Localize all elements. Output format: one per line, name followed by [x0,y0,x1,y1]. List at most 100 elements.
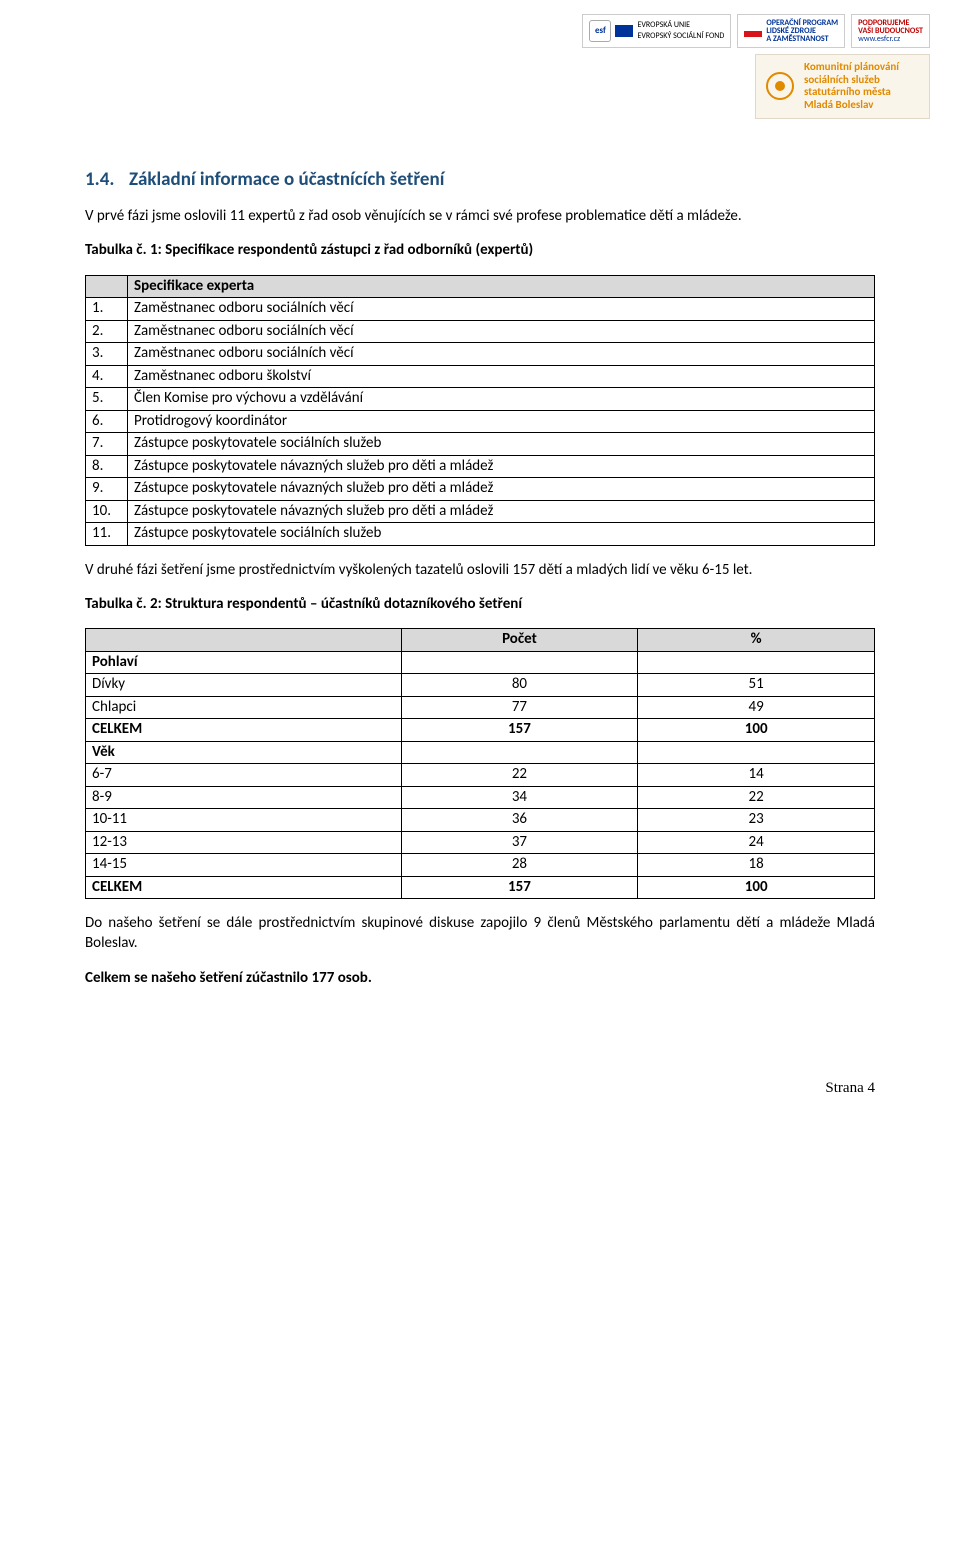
table2-header-count: Počet [401,629,638,652]
table1-cell-text: Zaměstnanec odboru školství [128,365,875,388]
header-banner: Komunitní plánování sociálních služeb st… [0,52,960,127]
table-row: 5.Člen Komise pro výchovu a vzdělávání [86,388,875,411]
table2-cell-count: 157 [401,719,638,742]
logo-op: OPERAČNÍ PROGRAM LIDSKÉ ZDROJE A ZAMĚSTN… [737,14,845,48]
cz-flag-icon [744,25,762,37]
table2-cell-label: Dívky [86,674,402,697]
logo-esf-eu: esf EVROPSKÁ UNIE EVROPSKÝ SOCIÁLNÍ FOND [582,14,731,48]
table-row: Chlapci7749 [86,696,875,719]
table1-cell-num: 5. [86,388,128,411]
table1-cell-num: 10. [86,500,128,523]
table1-cell-text: Zástupce poskytovatele návazných služeb … [128,500,875,523]
eu-line1: EVROPSKÁ UNIE [637,20,690,30]
table-row: 6-72214 [86,764,875,787]
banner-line1: Komunitní plánování [804,60,899,73]
table1-cell-text: Zástupce poskytovatele návazných služeb … [128,478,875,501]
table1-cell-text: Zaměstnanec odboru sociálních věcí [128,298,875,321]
page-content: 1.4.Základní informace o účastnících šet… [0,127,960,1139]
table-row: 8.Zástupce poskytovatele návazných služe… [86,455,875,478]
table2-cell-count: 80 [401,674,638,697]
table-row: 1.Zaměstnanec odboru sociálních věcí [86,298,875,321]
table2-cell-label: 10-11 [86,809,402,832]
table-row: 10-113623 [86,809,875,832]
table1-cell-text: Zástupce poskytovatele návazných služeb … [128,455,875,478]
table1-cell-num: 7. [86,433,128,456]
table1-cell-text: Zaměstnanec odboru sociálních věcí [128,343,875,366]
table-row: CELKEM157100 [86,719,875,742]
section-title: Základní informace o účastnících šetření [129,168,444,191]
table1-cell-num: 3. [86,343,128,366]
table2-cell-count: 34 [401,786,638,809]
paragraph-4: Celkem se našeho šetření zúčastnilo 177 … [85,968,875,988]
table2-cell-pct [638,741,875,764]
table-row: 4.Zaměstnanec odboru školství [86,365,875,388]
intro-paragraph-2: V druhé fázi šetření jsme prostřednictví… [85,560,875,580]
table2: Počet % PohlavíDívky8051Chlapci7749CELKE… [85,628,875,899]
table-row: 2.Zaměstnanec odboru sociálních věcí [86,320,875,343]
table2-cell-pct: 49 [638,696,875,719]
table2-caption: Tabulka č. 2: Struktura respondentů – úč… [85,594,875,614]
table2-cell-label: 6-7 [86,764,402,787]
header-logos: esf EVROPSKÁ UNIE EVROPSKÝ SOCIÁLNÍ FOND… [0,0,960,52]
table2-cell-count: 77 [401,696,638,719]
table-row: 14-152818 [86,854,875,877]
table2-header-pct: % [638,629,875,652]
table1-cell-num: 4. [86,365,128,388]
table-row: 9.Zástupce poskytovatele návazných služe… [86,478,875,501]
eu-flag-icon [615,25,633,37]
section-number: 1.4. [85,167,129,193]
table2-cell-label: 8-9 [86,786,402,809]
table2-cell-count: 37 [401,831,638,854]
table2-cell-label: Chlapci [86,696,402,719]
eu-line2: EVROPSKÝ SOCIÁLNÍ FOND [637,31,724,41]
table2-cell-label: 14-15 [86,854,402,877]
table2-cell-count: 36 [401,809,638,832]
logo-support: PODPORUJEME VAŠI BUDOUCNOST www.esfcr.cz [851,14,930,48]
banner-circle-icon [766,72,794,100]
table2-cell-count: 157 [401,876,638,899]
table2-cell-pct: 100 [638,719,875,742]
table-row: Věk [86,741,875,764]
table-row: 12-133724 [86,831,875,854]
banner-text: Komunitní plánování sociálních služeb st… [804,61,899,112]
table-row: 11.Zástupce poskytovatele sociálních slu… [86,523,875,546]
table1-caption: Tabulka č. 1: Specifikace respondentů zá… [85,240,875,260]
table2-header-empty [86,629,402,652]
table-row: 6.Protidrogový koordinátor [86,410,875,433]
table1-cell-text: Zástupce poskytovatele sociálních služeb [128,433,875,456]
table1-cell-num: 9. [86,478,128,501]
table1: Specifikace experta 1.Zaměstnanec odboru… [85,275,875,546]
table1-cell-num: 11. [86,523,128,546]
banner-line3: statutárního města [804,85,891,98]
table2-cell-label: Věk [86,741,402,764]
table2-cell-pct: 22 [638,786,875,809]
intro-paragraph-1: V prvé fázi jsme oslovili 11 expertů z ř… [85,206,875,226]
table1-header-empty [86,275,128,298]
table1-cell-text: Zástupce poskytovatele sociálních služeb [128,523,875,546]
table2-cell-pct [638,651,875,674]
page-footer: Strana 4 [85,1078,875,1098]
table2-cell-pct: 100 [638,876,875,899]
table-row: CELKEM157100 [86,876,875,899]
esf-icon: esf [589,20,611,42]
op-line3: A ZAMĚSTNANOST [766,34,828,44]
table1-header-row: Specifikace experta [86,275,875,298]
support-text: PODPORUJEME VAŠI BUDOUCNOST www.esfcr.cz [858,19,923,43]
table2-cell-pct: 14 [638,764,875,787]
table-row: Pohlaví [86,651,875,674]
support-url: www.esfcr.cz [858,34,900,44]
table2-cell-count: 28 [401,854,638,877]
table1-cell-num: 6. [86,410,128,433]
paragraph-3: Do našeho šetření se dále prostřednictví… [85,913,875,954]
banner-line4: Mladá Boleslav [804,98,873,111]
table-row: 3.Zaměstnanec odboru sociálních věcí [86,343,875,366]
table1-cell-text: Člen Komise pro výchovu a vzdělávání [128,388,875,411]
table2-cell-label: CELKEM [86,876,402,899]
eu-text: EVROPSKÁ UNIE EVROPSKÝ SOCIÁLNÍ FOND [637,20,724,42]
banner-line2: sociálních služeb [804,73,880,86]
table-row: 7.Zástupce poskytovatele sociálních služ… [86,433,875,456]
banner-box: Komunitní plánování sociálních služeb st… [755,54,930,119]
table-row: 10.Zástupce poskytovatele návazných služ… [86,500,875,523]
op-text: OPERAČNÍ PROGRAM LIDSKÉ ZDROJE A ZAMĚSTN… [766,19,838,43]
table1-cell-num: 8. [86,455,128,478]
